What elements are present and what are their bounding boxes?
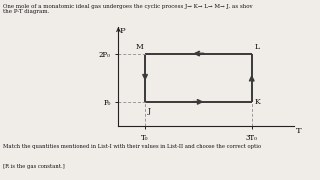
Text: T: T	[295, 127, 301, 135]
Text: K: K	[255, 98, 261, 106]
Text: One mole of a monatomic ideal gas undergoes the cyclic process J→ K→ L→ M→ J, as: One mole of a monatomic ideal gas underg…	[3, 4, 253, 14]
Text: M: M	[136, 43, 143, 51]
Text: L: L	[255, 43, 260, 51]
Text: P: P	[119, 27, 125, 35]
Text: Match the quantities mentioned in List-I with their values in List-II and choose: Match the quantities mentioned in List-I…	[3, 144, 261, 149]
Text: J: J	[148, 107, 151, 115]
Text: [R is the gas constant.]: [R is the gas constant.]	[3, 164, 65, 169]
